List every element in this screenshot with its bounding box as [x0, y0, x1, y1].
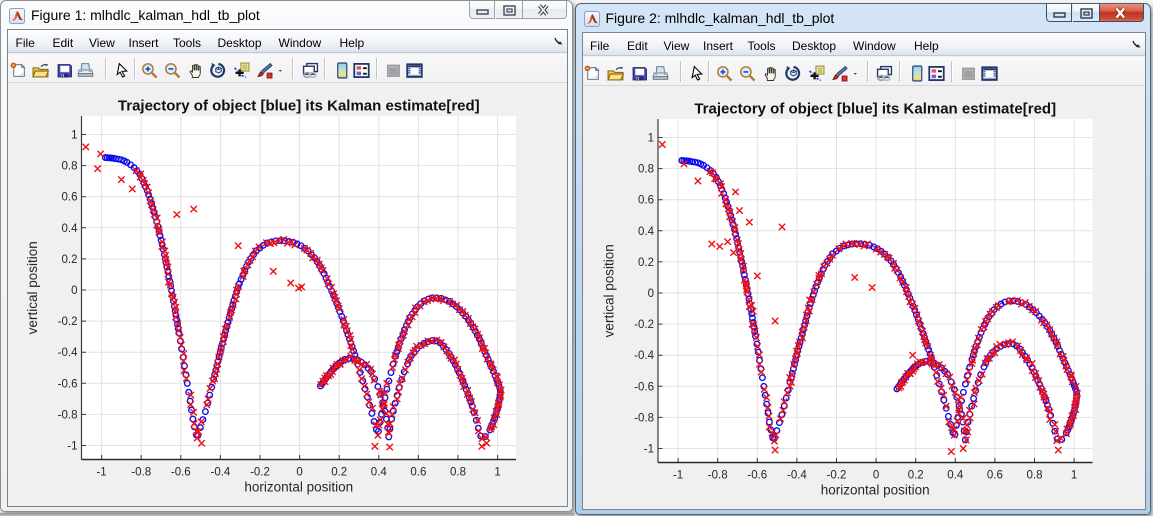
svg-text:-0.8: -0.8 — [58, 409, 78, 421]
svg-text:-0.4: -0.4 — [786, 470, 806, 482]
svg-text:-1: -1 — [643, 444, 653, 456]
svg-text:-0.8: -0.8 — [634, 412, 654, 424]
svg-text:0.2: 0.2 — [331, 467, 347, 479]
svg-text:0: 0 — [71, 285, 77, 297]
svg-text:-1: -1 — [96, 467, 106, 479]
svg-text:0.4: 0.4 — [62, 223, 79, 235]
svg-text:0.4: 0.4 — [947, 470, 964, 482]
svg-text:0.2: 0.2 — [638, 257, 654, 269]
svg-text:0.8: 0.8 — [638, 164, 654, 176]
svg-text:-0.6: -0.6 — [171, 467, 191, 479]
svg-text:-0.4: -0.4 — [58, 347, 78, 359]
svg-text:1: 1 — [494, 467, 500, 479]
svg-text:0.6: 0.6 — [638, 195, 654, 207]
svg-text:-0.2: -0.2 — [250, 467, 270, 479]
svg-text:0.2: 0.2 — [907, 470, 923, 482]
svg-text:0.4: 0.4 — [638, 226, 655, 238]
svg-text:0: 0 — [647, 288, 653, 300]
svg-text:0.8: 0.8 — [1026, 470, 1042, 482]
svg-text:0.8: 0.8 — [450, 467, 466, 479]
svg-text:-0.6: -0.6 — [634, 381, 654, 393]
svg-text:0.8: 0.8 — [62, 161, 78, 173]
svg-text:-1: -1 — [67, 441, 77, 453]
svg-text:1: 1 — [1070, 470, 1076, 482]
svg-text:-0.6: -0.6 — [747, 470, 767, 482]
svg-text:-0.4: -0.4 — [210, 467, 230, 479]
svg-text:0.6: 0.6 — [410, 467, 426, 479]
svg-text:horizontal position: horizontal position — [244, 480, 353, 495]
svg-text:horizontal position: horizontal position — [820, 483, 929, 498]
svg-text:1: 1 — [647, 133, 653, 145]
svg-text:Trajectory of object [blue] it: Trajectory of object [blue] its Kalman e… — [694, 101, 1056, 118]
svg-text:vertical position: vertical position — [601, 244, 616, 337]
svg-text:-1: -1 — [672, 470, 682, 482]
svg-text:0: 0 — [872, 470, 878, 482]
svg-text:-0.2: -0.2 — [634, 319, 654, 331]
svg-text:1: 1 — [71, 130, 77, 142]
svg-text:-0.2: -0.2 — [826, 470, 846, 482]
svg-text:-0.8: -0.8 — [131, 467, 151, 479]
svg-text:0.6: 0.6 — [986, 470, 1002, 482]
svg-text:-0.4: -0.4 — [634, 350, 654, 362]
svg-text:0.4: 0.4 — [371, 467, 388, 479]
svg-text:0.2: 0.2 — [62, 254, 78, 266]
svg-text:-0.8: -0.8 — [707, 470, 727, 482]
svg-text:0: 0 — [296, 467, 302, 479]
svg-text:Trajectory of object [blue] it: Trajectory of object [blue] its Kalman e… — [118, 98, 480, 115]
svg-text:vertical position: vertical position — [25, 241, 40, 334]
svg-text:-0.2: -0.2 — [58, 316, 78, 328]
svg-text:-0.6: -0.6 — [58, 378, 78, 390]
svg-text:0.6: 0.6 — [62, 192, 78, 204]
